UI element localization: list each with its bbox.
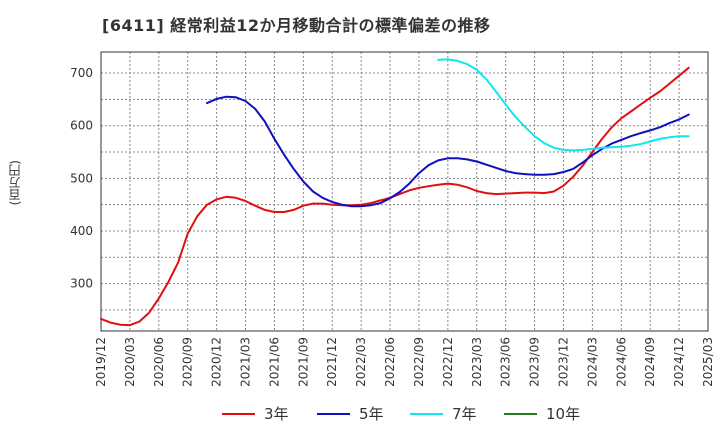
chart-title: [6411] 経常利益12か月移動合計の標準偏差の推移 <box>102 16 491 35</box>
x-tick-label: 2022/03 <box>354 337 368 387</box>
x-tick-label: 2021/03 <box>239 337 253 387</box>
x-tick-label: 2020/06 <box>152 337 166 387</box>
y-tick-label: 700 <box>70 66 93 80</box>
x-tick-label: 2019/12 <box>94 337 108 387</box>
y-tick-label: 400 <box>70 224 93 238</box>
legend-label: 10年 <box>546 405 580 423</box>
legend-label: 5年 <box>359 405 384 423</box>
x-tick-label: 2023/03 <box>470 337 484 387</box>
x-tick-label: 2020/12 <box>210 337 224 387</box>
x-tick-label: 2021/09 <box>296 337 310 387</box>
x-tick-label: 2021/06 <box>267 337 281 387</box>
y-tick-label: 600 <box>70 119 93 133</box>
x-tick-label: 2022/06 <box>383 337 397 387</box>
legend-label: 3年 <box>264 405 289 423</box>
y-tick-label: 300 <box>70 277 93 291</box>
x-tick-label: 2023/06 <box>499 337 513 387</box>
x-tick-label: 2025/03 <box>701 337 715 387</box>
x-tick-label: 2020/03 <box>123 337 137 387</box>
x-tick-label: 2024/03 <box>585 337 599 387</box>
series-line-1 <box>206 95 690 208</box>
series-line-2 <box>437 58 690 152</box>
x-tick-label: 2020/09 <box>181 337 195 387</box>
x-tick-label: 2022/09 <box>412 337 426 387</box>
plot-frame <box>100 51 709 332</box>
x-tick-label: 2022/12 <box>441 337 455 387</box>
legend-label: 7年 <box>452 405 477 423</box>
x-tick-label: 2023/09 <box>528 337 542 387</box>
x-tick-label: 2024/12 <box>672 337 686 387</box>
x-tick-label: 2024/09 <box>643 337 657 387</box>
y-tick-label: 500 <box>70 171 93 185</box>
x-tick-label: 2021/12 <box>325 337 339 387</box>
x-tick-label: 2024/06 <box>614 337 628 387</box>
x-tick-label: 2023/12 <box>556 337 570 387</box>
